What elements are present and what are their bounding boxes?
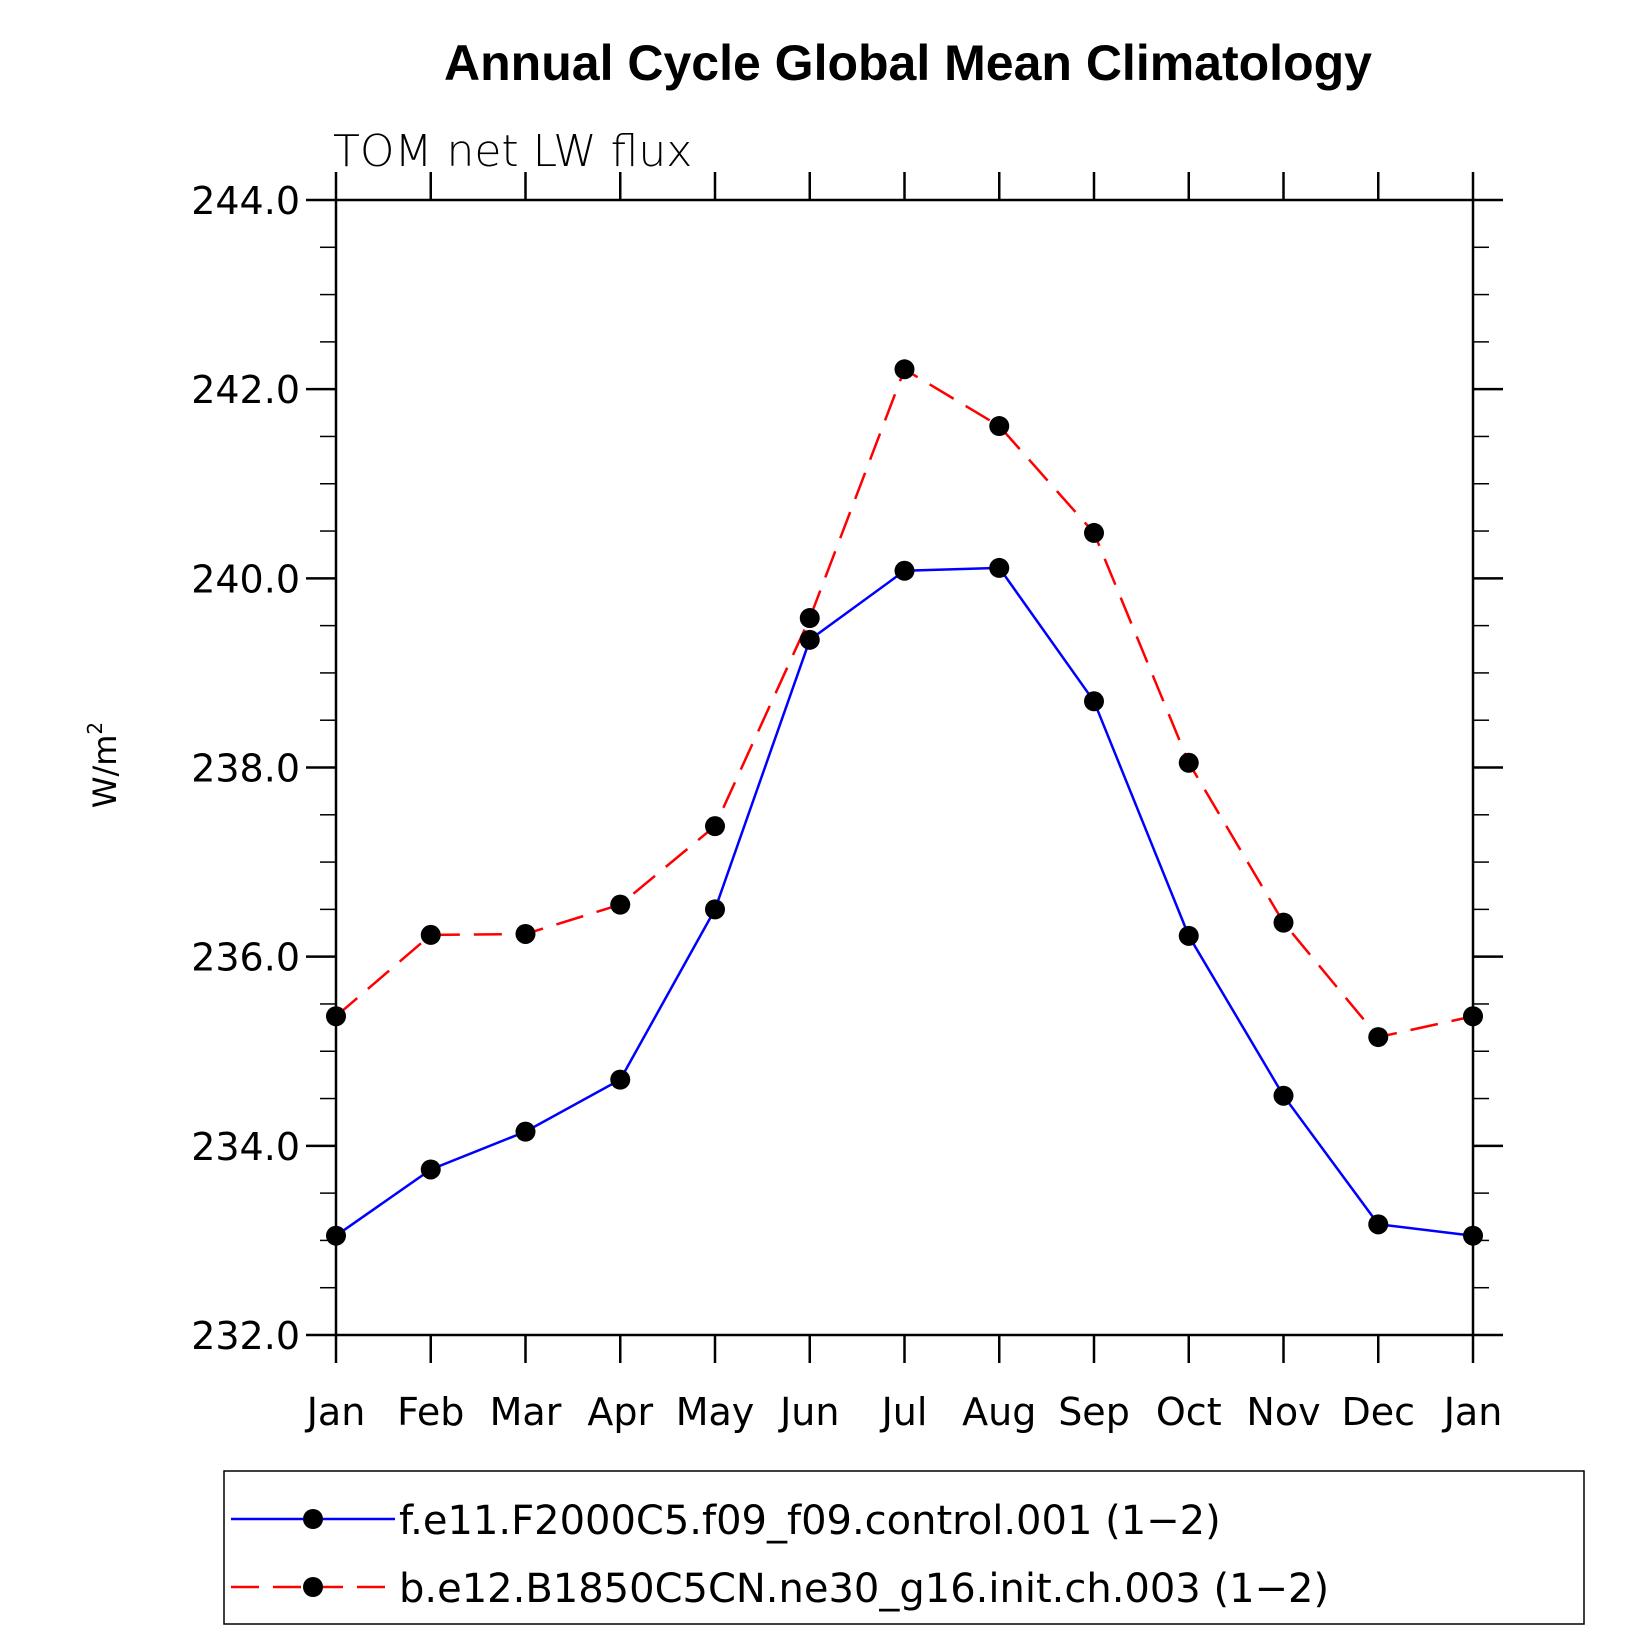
series-1-point	[420, 1159, 441, 1180]
series-1-point	[894, 560, 915, 581]
series-markers	[326, 359, 1483, 1246]
y-tick-labels: 232.0 234.0 236.0 238.0 240.0 242.0 244.0	[191, 179, 300, 1358]
series-2-point	[610, 894, 631, 915]
series-1-point	[1178, 925, 1199, 946]
xtick-label: May	[676, 1390, 755, 1434]
y-axis-label-text: W/m	[86, 735, 124, 809]
ytick-label: 244.0	[191, 179, 300, 223]
xtick-label: Jul	[880, 1390, 928, 1434]
ytick-label: 234.0	[191, 1125, 300, 1169]
legend-label-1: f.e11.F2000C5.f09_f09.control.001 (1−2)	[399, 1498, 1221, 1544]
xtick-label: Aug	[962, 1390, 1036, 1434]
legend-label-2: b.e12.B1850C5CN.ne30_g16.init.ch.003 (1−…	[399, 1566, 1329, 1612]
series-2-point	[1368, 1027, 1389, 1048]
series-lines	[335, 367, 1474, 1237]
series-1-point	[515, 1121, 536, 1142]
series-2-point	[799, 608, 820, 629]
xtick-label: Oct	[1156, 1390, 1222, 1434]
y-axis-label-superscript: 2	[83, 722, 107, 735]
series-2-point	[705, 816, 725, 837]
series-line-2	[335, 367, 1474, 1039]
ytick-label: 236.0	[191, 936, 300, 980]
ytick-label: 240.0	[191, 557, 300, 601]
legend-box	[223, 1470, 1585, 1625]
series-2-point	[894, 359, 915, 380]
xtick-label: Nov	[1246, 1390, 1320, 1434]
chart-subtitle: TOM net LW flux	[333, 126, 692, 177]
series-1-point	[610, 1069, 631, 1090]
ytick-label: 242.0	[191, 368, 300, 412]
ytick-label: 232.0	[191, 1314, 300, 1358]
ytick-label: 238.0	[191, 747, 300, 791]
series-2-point	[989, 416, 1010, 437]
xtick-label: Jan	[1442, 1390, 1503, 1434]
xtick-label: Feb	[397, 1390, 464, 1434]
xtick-label: Sep	[1058, 1390, 1130, 1434]
xtick-label: Mar	[490, 1390, 562, 1434]
series-2-point	[1084, 522, 1104, 543]
series-1-point	[1368, 1214, 1389, 1235]
series-2-point	[1463, 1006, 1483, 1027]
series-1-point	[326, 1225, 346, 1246]
chart-title: Annual Cycle Global Mean Climatology	[444, 35, 1372, 91]
axis-ticks	[306, 172, 1503, 1363]
legend-marker-2	[303, 1577, 323, 1597]
series-1-point	[1273, 1085, 1294, 1106]
svg-text:W/m2: W/m2	[83, 722, 124, 808]
legend-marker-1	[303, 1509, 323, 1529]
series-2-point	[1178, 752, 1199, 773]
series-2-point	[515, 923, 536, 944]
series-1-point	[799, 629, 820, 650]
series-1-point	[989, 557, 1010, 578]
x-tick-labels: Jan Feb Mar Apr May Jun Jul Aug Sep Oct Nov Dec Jan	[305, 1390, 1503, 1434]
xtick-label: Jan	[305, 1390, 366, 1434]
series-2-point	[420, 924, 441, 945]
series-1-point	[1084, 691, 1104, 712]
xtick-label: Apr	[587, 1390, 653, 1434]
legend: f.e11.F2000C5.f09_f09.control.001 (1−2) b…	[231, 1498, 1329, 1612]
y-axis-label: W/m2	[83, 722, 124, 808]
series-2-point	[326, 1006, 346, 1027]
series-1-point	[1463, 1225, 1483, 1246]
series-1-point	[705, 899, 725, 920]
series-line-1	[335, 566, 1474, 1237]
xtick-label: Dec	[1341, 1390, 1415, 1434]
xtick-label: Jun	[778, 1390, 839, 1434]
series-2-point	[1273, 912, 1294, 933]
